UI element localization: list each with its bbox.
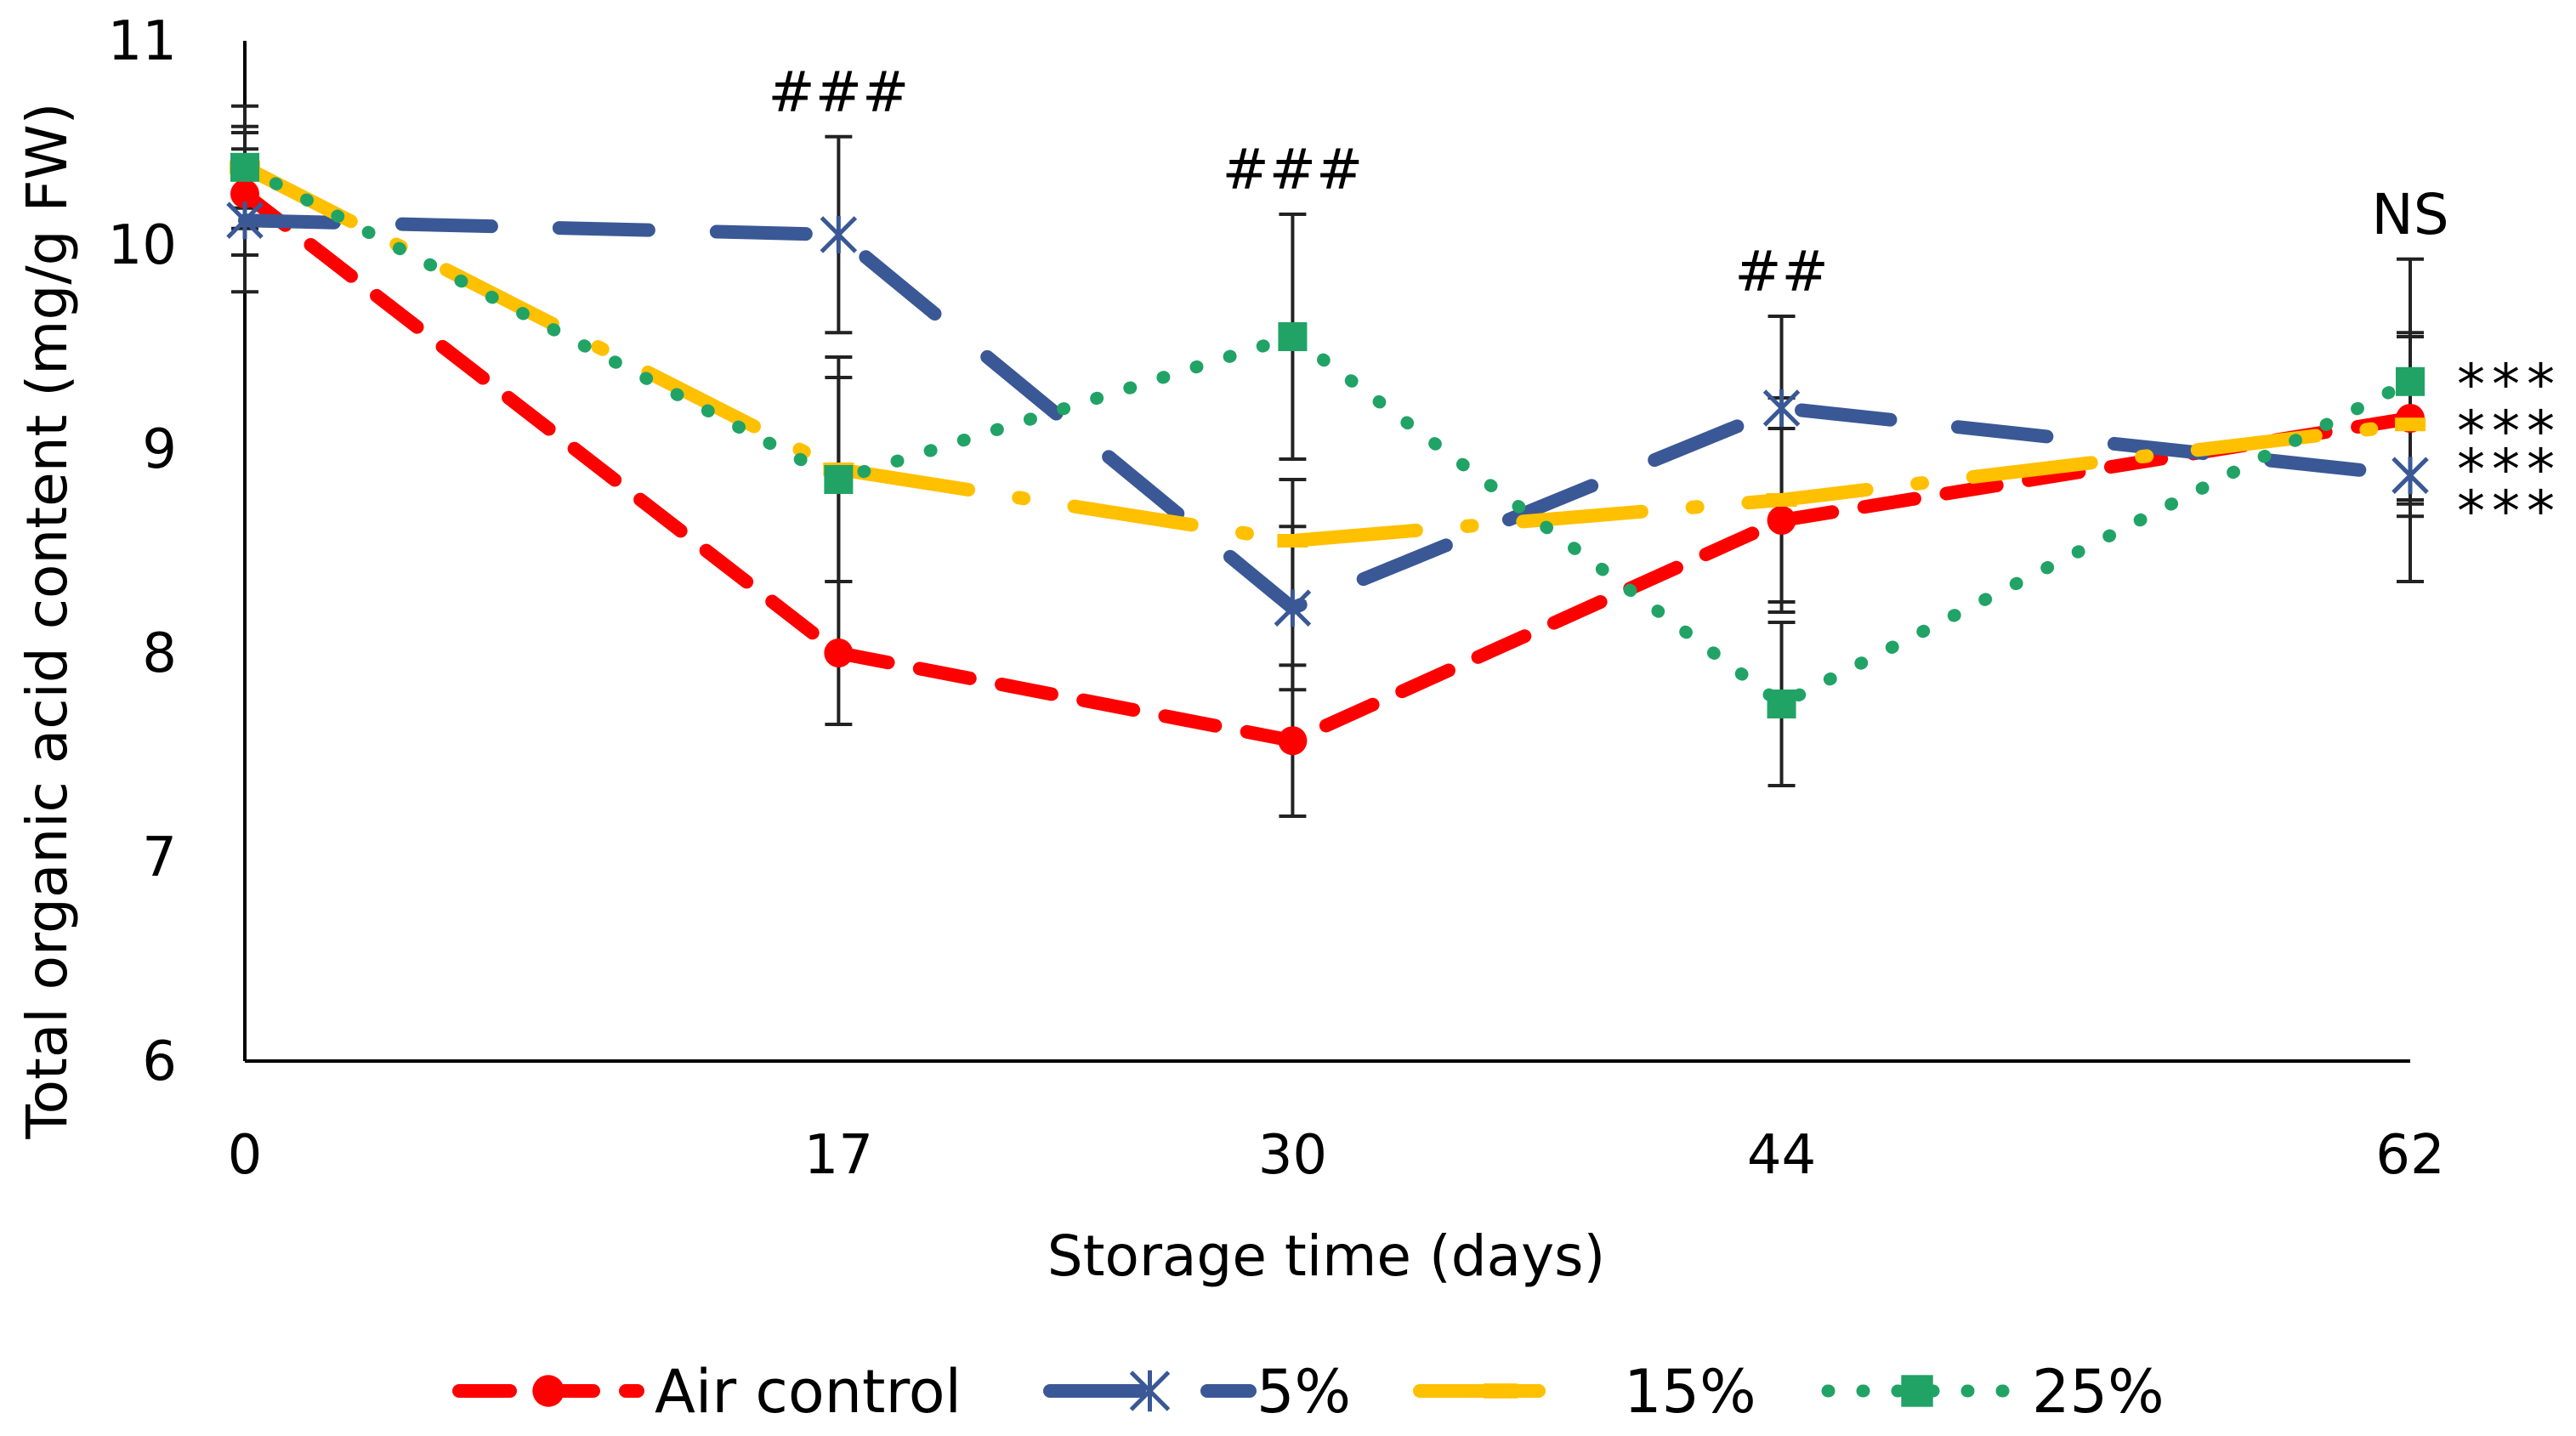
- y-tick-label: 8: [142, 622, 177, 685]
- series-line-5-: [238, 213, 2417, 616]
- significance-right-label: ***: [2457, 352, 2562, 417]
- legend-marker: [1901, 1375, 1933, 1407]
- x-tick-label: 0: [228, 1124, 263, 1187]
- data-point: [230, 152, 259, 182]
- series-markers: [226, 152, 2429, 756]
- significance-label: ###: [768, 60, 909, 125]
- data-point: [824, 465, 854, 494]
- data-point: [1278, 322, 1308, 351]
- legend: Air control 5% 15% 25%: [452, 1357, 2165, 1427]
- data-point: [230, 179, 259, 208]
- series-lines: [238, 160, 2417, 748]
- x-tick-label: 44: [1747, 1124, 1816, 1187]
- y-tick-label: 11: [108, 10, 177, 73]
- data-point: [824, 639, 854, 667]
- x-axis-title: Storage time (days): [1047, 1223, 1606, 1289]
- legend-marker: [532, 1375, 565, 1407]
- significance-right-label: ***: [2457, 437, 2562, 502]
- y-axis-title: Total organic acid content (mg/g FW): [14, 103, 80, 1140]
- axes: 6 7 8 9 10 11 0 17 30 44 62 Storage time (days) Tota…: [14, 10, 2445, 1289]
- y-tick-label: 9: [142, 418, 177, 481]
- x-tick-label: 30: [1258, 1124, 1327, 1187]
- legend-label: 25%: [2032, 1357, 2165, 1427]
- significance-right-label: ***: [2457, 479, 2562, 544]
- data-point: [1766, 493, 1797, 507]
- legend-marker: [1484, 1383, 1518, 1399]
- y-tick-label: 6: [142, 1030, 177, 1093]
- significance-label: NS: [2371, 182, 2448, 247]
- y-tick-label: 10: [108, 214, 177, 277]
- significance-annotations: ########NS************: [768, 60, 2562, 544]
- legend-label: Air control: [655, 1357, 962, 1427]
- significance-label: ###: [1222, 137, 1363, 202]
- legend-label: 5%: [1257, 1357, 1351, 1427]
- data-point: [2396, 366, 2425, 396]
- y-tick-label: 7: [142, 826, 177, 889]
- data-point: [2395, 417, 2426, 432]
- data-point: [1767, 506, 1796, 535]
- data-point: [1278, 726, 1308, 756]
- data-point: [1767, 690, 1796, 718]
- significance-right-label: ***: [2457, 399, 2562, 464]
- series-line-25-: [238, 161, 2417, 711]
- x-tick-label: 17: [804, 1124, 873, 1187]
- legend-label: 15%: [1624, 1357, 1756, 1427]
- significance-label: ##: [1734, 239, 1829, 304]
- data-point: [1277, 534, 1308, 548]
- x-tick-label: 62: [2375, 1124, 2444, 1187]
